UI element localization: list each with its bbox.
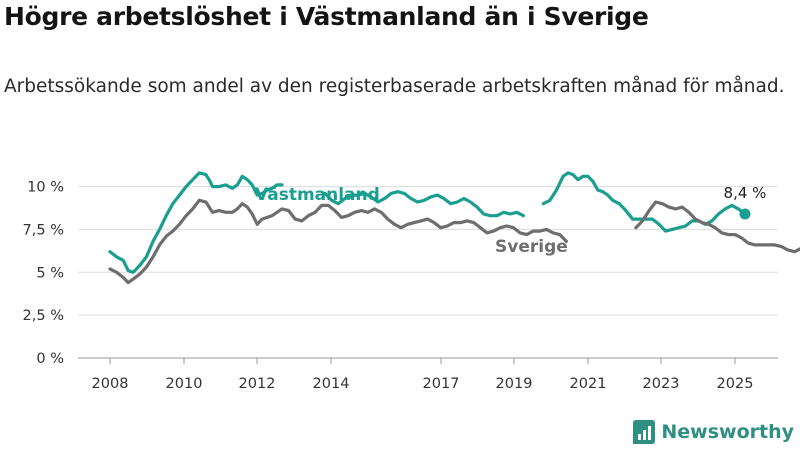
series-line-västmanland [108,171,284,274]
x-tick-label: 2017 [423,376,460,392]
brand-name: Newsworthy [661,421,794,443]
y-tick-label: 10 % [27,180,64,196]
grid-lines [78,186,778,359]
y-tick-label: 7,5 % [23,222,64,238]
series-end-label: 8,4 % [724,184,767,202]
series-name-label: Sverige [495,237,568,257]
newsworthy-logo[interactable]: Newsworthy [633,420,794,444]
x-tick-label: 2012 [239,376,276,392]
x-tick-label: 2014 [313,376,350,392]
y-tick-label: 0 % [36,351,64,367]
series-lines [108,171,800,285]
series-name-label: Västmanland [255,185,380,205]
x-tick-label: 2025 [717,376,754,392]
series-end-point [739,208,751,220]
x-tick-label: 2023 [643,376,680,392]
series-line-sverige [108,198,568,285]
x-tick-label: 2021 [570,376,607,392]
y-axis-tick-labels: 0 % 2,5 % 5 % 7,5 % 10 % [23,180,64,367]
newsworthy-logo-icon [633,420,656,444]
page-title: Högre arbetslöshet i Västmanland än i Sv… [4,2,649,31]
y-tick-label: 2,5 % [23,308,64,324]
y-tick-label: 5 % [36,265,64,281]
page-subtitle: Arbetssökande som andel av den registerb… [4,76,785,97]
series-line-västmanland [323,190,525,218]
x-axis: 2008 2010 2012 2014 2017 2019 2021 2023 2025 [92,358,754,392]
series-line-sverige [634,200,800,254]
series-line-västmanland [541,171,747,233]
x-tick-label: 2019 [496,376,533,392]
x-tick-label: 2008 [92,376,129,392]
x-tick-label: 2010 [166,376,203,392]
